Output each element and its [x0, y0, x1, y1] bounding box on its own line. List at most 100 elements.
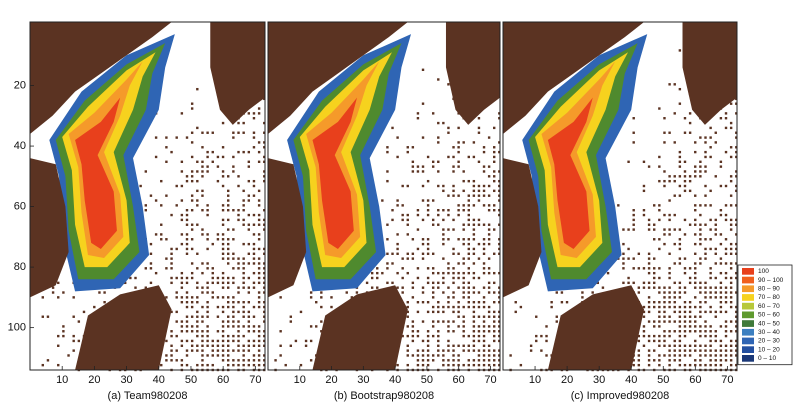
sea-dot — [724, 291, 728, 294]
sea-dot — [482, 146, 486, 149]
sea-dot — [462, 305, 465, 309]
sea-dot — [477, 189, 481, 193]
sea-dot — [627, 160, 630, 163]
sea-dot — [560, 301, 564, 304]
sea-dot — [668, 179, 671, 183]
sea-dot — [694, 330, 697, 333]
sea-dot — [653, 238, 656, 241]
sea-dot — [149, 262, 153, 265]
sea-dot — [668, 334, 671, 338]
x-tick-label: 20 — [561, 374, 573, 386]
sea-dot — [632, 218, 635, 222]
sea-dot — [622, 252, 625, 255]
sea-dot — [673, 262, 676, 265]
sea-dot — [421, 218, 425, 222]
sea-dot — [714, 131, 717, 134]
sea-dot — [237, 325, 240, 328]
sea-dot — [180, 330, 184, 333]
sea-dot — [668, 296, 671, 299]
sea-dot — [472, 204, 476, 207]
sea-dot — [683, 349, 687, 352]
sea-dot — [683, 271, 687, 275]
sea-dot — [709, 126, 712, 130]
sea-dot — [72, 339, 75, 343]
sea-dot — [663, 242, 666, 246]
panel-frame — [267, 21, 501, 371]
sea-dot — [658, 238, 661, 241]
sea-dot — [668, 228, 671, 231]
sea-dot — [154, 199, 158, 202]
sea-dot — [442, 189, 445, 193]
sea-dot — [724, 276, 728, 280]
sea-dot — [462, 325, 465, 328]
x-tick-label: 70 — [249, 374, 261, 386]
sea-dot — [196, 286, 199, 289]
sea-dot — [724, 344, 728, 347]
sea-dot — [683, 131, 687, 134]
sea-dot — [472, 228, 476, 231]
sea-dot — [714, 233, 717, 236]
sea-dot — [180, 281, 184, 285]
sea-dot — [699, 301, 702, 304]
sea-dot — [320, 305, 323, 309]
sea-dot — [653, 349, 656, 352]
sea-dot — [232, 325, 235, 328]
sea-dot — [709, 204, 712, 207]
sea-dot — [462, 315, 465, 318]
x-tick-label: 20 — [325, 374, 337, 386]
sea-dot — [237, 267, 240, 270]
sea-dot — [252, 136, 256, 139]
sea-dot — [309, 339, 313, 343]
sea-dot — [653, 204, 656, 207]
sea-dot — [647, 223, 651, 226]
sea-dot — [196, 160, 199, 163]
sea-dot — [673, 179, 676, 183]
sea-dot — [462, 238, 465, 241]
legend-label: 20 – 30 — [758, 338, 780, 345]
sea-dot — [704, 281, 707, 285]
sea-dot — [735, 242, 738, 246]
sea-dot — [735, 146, 738, 149]
sea-dot — [227, 209, 230, 212]
sea-dot — [257, 330, 261, 333]
sea-dot — [678, 296, 682, 299]
sea-dot — [472, 301, 476, 304]
sea-dot — [211, 131, 214, 134]
sea-dot — [498, 349, 501, 352]
sea-dot — [411, 339, 415, 343]
sea-dot — [498, 252, 501, 255]
sea-dot — [647, 349, 651, 352]
sea-dot — [170, 276, 173, 280]
sea-dot — [694, 320, 697, 323]
sea-dot — [190, 179, 194, 183]
sea-dot — [632, 117, 635, 120]
sea-dot — [227, 344, 230, 347]
sea-dot — [678, 334, 682, 338]
sea-dot — [719, 296, 723, 299]
sea-dot — [216, 330, 220, 333]
sea-dot — [472, 184, 476, 188]
sea-dot — [663, 141, 666, 144]
sea-dot — [668, 218, 671, 222]
sea-dot — [263, 320, 266, 323]
sea-dot — [632, 131, 635, 134]
sea-dot — [263, 354, 266, 357]
sea-dot — [714, 291, 717, 294]
sea-dot — [653, 257, 656, 260]
sea-dot — [221, 325, 225, 328]
sea-dot — [683, 257, 687, 260]
sea-dot — [498, 189, 501, 193]
sea-dot — [724, 325, 728, 328]
sea-dot — [729, 204, 733, 207]
sea-dot — [704, 204, 707, 207]
legend-swatch — [742, 355, 754, 362]
sea-dot — [673, 344, 676, 347]
sea-dot — [457, 238, 460, 241]
sea-dot — [175, 310, 178, 314]
sea-dot — [663, 344, 666, 347]
sea-dot — [678, 165, 682, 168]
sea-dot — [622, 262, 625, 265]
sea-dot — [694, 175, 697, 178]
sea-dot — [411, 238, 415, 241]
sea-dot — [668, 349, 671, 352]
